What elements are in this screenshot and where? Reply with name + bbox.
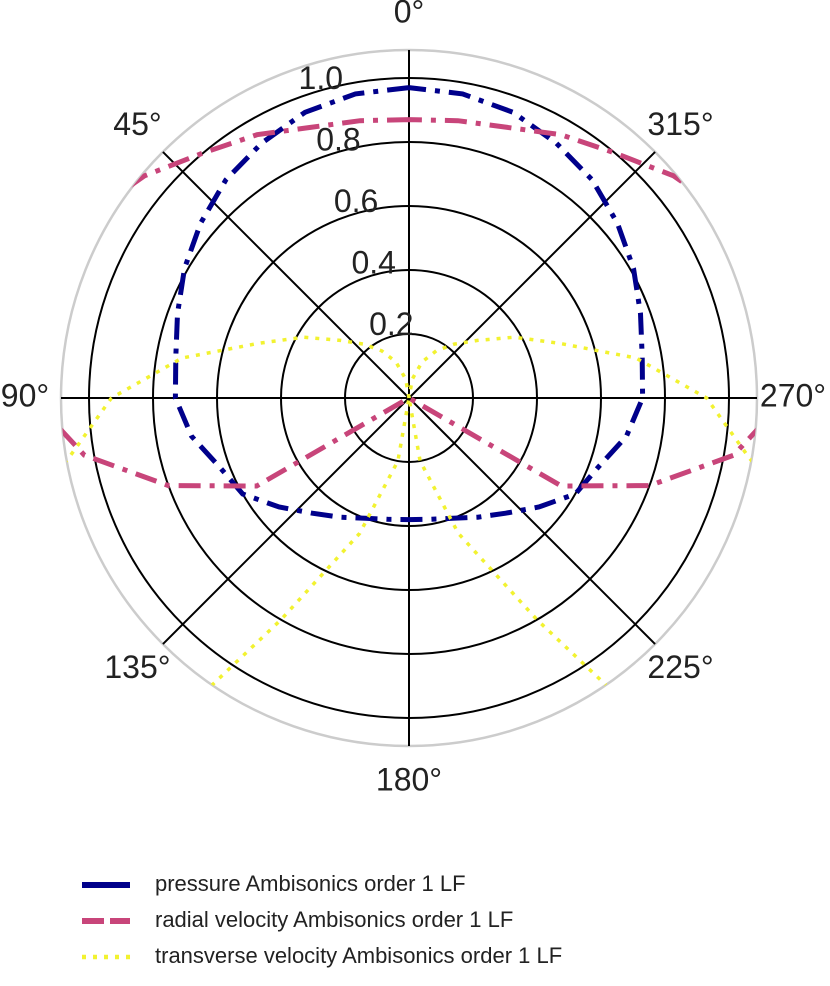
r-tick-label: 0.8 bbox=[316, 121, 360, 157]
theta-tick-label: 225° bbox=[647, 649, 713, 685]
r-tick-label: 0.4 bbox=[351, 244, 395, 280]
r-tick-label: 1.0 bbox=[299, 60, 343, 96]
series-line bbox=[61, 335, 757, 746]
theta-tick-label: 45° bbox=[113, 106, 161, 142]
theta-tick-label: 0° bbox=[394, 0, 425, 29]
r-tick-label: 0.6 bbox=[334, 183, 378, 219]
legend-label: pressure Ambisonics order 1 LF bbox=[155, 871, 466, 896]
grid-spoke bbox=[408, 397, 656, 645]
grid-spoke bbox=[162, 151, 410, 399]
theta-tick-label: 180° bbox=[376, 761, 442, 797]
theta-tick-label: 90° bbox=[1, 377, 49, 413]
r-tick-label: 0.2 bbox=[369, 306, 413, 342]
legend-label: transverse velocity Ambisonics order 1 L… bbox=[155, 943, 562, 968]
grid-spoke bbox=[162, 397, 410, 645]
theta-tick-label: 135° bbox=[104, 649, 170, 685]
legend-label: radial velocity Ambisonics order 1 LF bbox=[155, 907, 513, 932]
theta-tick-label: 315° bbox=[647, 106, 713, 142]
series-line bbox=[172, 85, 646, 523]
grid-spoke bbox=[408, 151, 656, 399]
series-line bbox=[61, 117, 757, 489]
plot-area bbox=[61, 85, 757, 746]
theta-tick-label: 270° bbox=[760, 377, 826, 413]
